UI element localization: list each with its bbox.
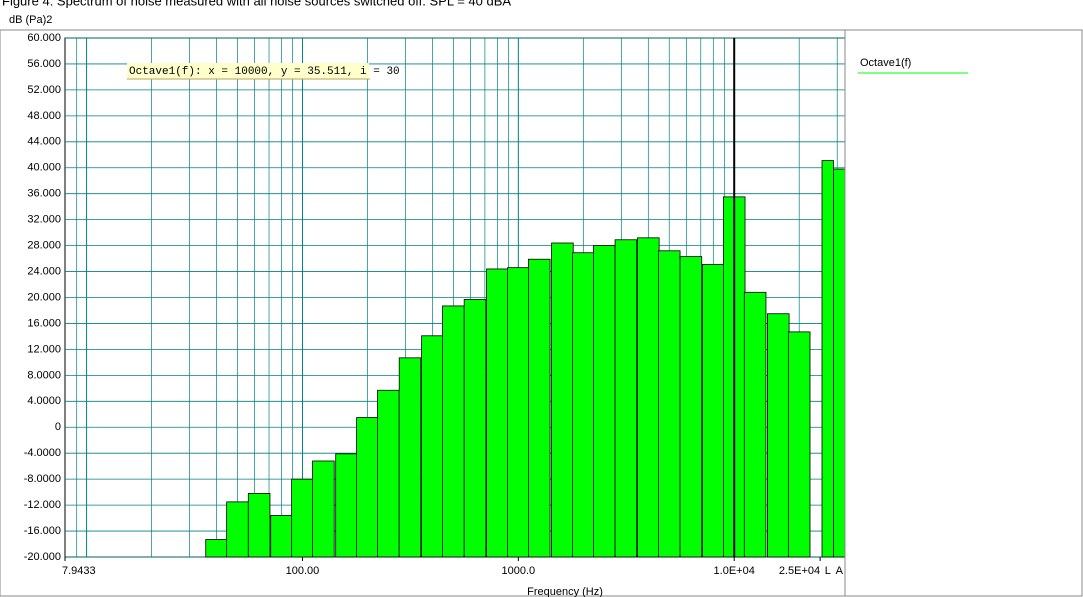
bar	[270, 515, 293, 558]
y-tick-label: 4.0000	[27, 395, 61, 407]
x-tick-label: 100.00	[286, 565, 320, 577]
x-tick-label: 1.0E+04	[714, 565, 755, 577]
y-tick-label: -20.000	[24, 551, 61, 563]
bar	[442, 305, 465, 558]
overall-bar	[821, 160, 834, 558]
y-tick-label: 20.000	[27, 291, 61, 303]
bar	[787, 331, 811, 558]
y-tick-label: 8.0000	[27, 369, 61, 381]
x-tick-label: 2.5E+04	[779, 565, 820, 577]
y-tick-label: -8.0000	[24, 473, 61, 485]
overall-label: A	[836, 565, 844, 577]
bar	[486, 268, 509, 558]
y-tick-label: 60.000	[27, 32, 61, 44]
plot: 60.000 56.000 52.000 48.000 44.000 40.000 36.0…	[24, 30, 968, 596]
bar	[205, 539, 228, 558]
bar	[528, 258, 551, 558]
bar	[377, 389, 400, 558]
y-tick-label: 56.000	[27, 58, 61, 70]
bar	[507, 267, 530, 558]
x-axis-label: Frequency (Hz)	[527, 586, 603, 597]
bar	[551, 242, 574, 558]
y-tick-label: 28.000	[27, 240, 61, 252]
bar	[463, 299, 487, 558]
y-tick-label: 32.000	[27, 214, 61, 226]
legend-label: Octave1(f)	[860, 57, 911, 69]
bar	[226, 501, 249, 558]
bar	[335, 453, 358, 558]
bar	[702, 264, 725, 558]
y-tick-label: 44.000	[27, 136, 61, 148]
bar	[767, 313, 790, 558]
bar	[247, 493, 271, 558]
bar	[291, 478, 314, 558]
x-tick-label: 1000.0	[502, 565, 536, 577]
bar	[421, 335, 444, 558]
bar	[614, 239, 638, 558]
bar	[398, 357, 422, 558]
annotation-box	[127, 63, 369, 79]
y-tick-label: 36.000	[27, 188, 61, 200]
annotation: Octave1(f): x = 10000, y = 35.511, i = 3…	[129, 66, 400, 78]
y-tick-label: 24.000	[27, 265, 61, 277]
bar	[593, 245, 616, 558]
y-tick-label: -12.000	[24, 499, 61, 511]
bar	[637, 237, 660, 558]
bar	[356, 417, 379, 558]
bar	[657, 250, 681, 558]
bar	[743, 291, 767, 558]
y-tick-label: 16.000	[27, 317, 61, 329]
y-tick-label: -4.0000	[24, 447, 61, 459]
bar	[679, 256, 703, 558]
y-tick-label: 12.000	[27, 343, 61, 355]
bar	[572, 252, 595, 558]
y-tick-label: 52.000	[27, 84, 61, 96]
y-tick-label: 0	[55, 421, 61, 433]
bar	[312, 460, 335, 558]
y-tick-label: 48.000	[27, 110, 61, 122]
y-tick-label: 40.000	[27, 162, 61, 174]
overall-bar	[833, 168, 846, 558]
x-tick-label: 7.9433	[62, 565, 96, 577]
y-axis-label: dB (Pa)2	[9, 14, 52, 26]
chart-title: Figure 4: Spectrum of noise measured wit…	[2, 0, 511, 8]
y-tick-label: -16.000	[24, 525, 61, 537]
overall-label: L	[825, 565, 831, 577]
